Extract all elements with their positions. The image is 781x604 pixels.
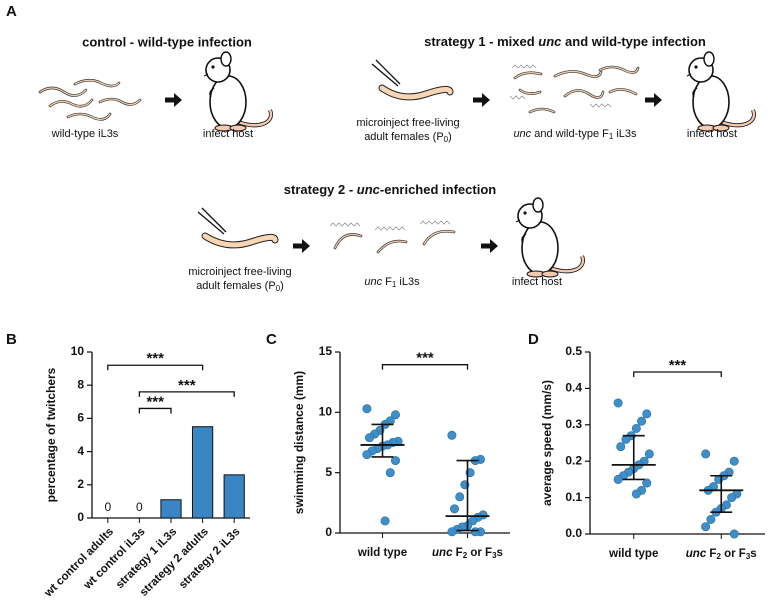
y-tick-label: 6 — [77, 411, 84, 425]
data-point — [380, 516, 390, 526]
y-tick-label: 4 — [77, 444, 84, 458]
significance-bracket — [138, 391, 235, 397]
step-label: adult females (P0) — [364, 131, 452, 144]
y-tick-label: 0.3 — [565, 417, 582, 431]
data-point — [706, 514, 716, 524]
y-tick-label: 0.5 — [565, 344, 582, 358]
y-axis-label: percentage of twitchers — [44, 367, 58, 502]
bar — [191, 426, 214, 519]
data-point — [727, 493, 737, 503]
arrow — [473, 93, 490, 107]
step-label: unc F1 iL3s — [364, 276, 420, 289]
y-tick-label: 2 — [77, 477, 84, 491]
step-label: microinject free-living — [356, 117, 459, 129]
section-title: control - wild-type infection — [82, 34, 252, 49]
y-tick-label: 0 — [325, 525, 332, 539]
step-label: adult females (P0) — [196, 280, 284, 293]
value-label: 0 — [136, 500, 143, 514]
data-point — [613, 474, 623, 484]
host-icon — [685, 50, 756, 133]
significance-label: *** — [146, 350, 164, 367]
data-point — [616, 442, 626, 452]
larvae-icon — [329, 220, 456, 254]
y-axis-label: swimming distance (mm) — [292, 371, 306, 514]
step-label: wild-type iL3s — [51, 128, 119, 140]
step-label: infect host — [512, 276, 562, 288]
bar — [223, 474, 245, 519]
data-point — [644, 449, 654, 459]
y-tick-label: 5 — [325, 465, 332, 479]
step-label: unc and wild-type F1 iL3s — [513, 128, 637, 141]
data-point — [385, 468, 395, 478]
significance-bracket — [381, 364, 469, 370]
section-title: strategy 2 - unc-enriched infection — [284, 182, 496, 197]
y-tick-label: 10 — [71, 344, 85, 358]
data-point — [637, 416, 647, 426]
panel-label: C — [266, 331, 277, 348]
panel-label: A — [6, 3, 17, 20]
data-point — [390, 456, 400, 466]
data-point — [729, 456, 739, 466]
data-point — [470, 527, 480, 537]
y-tick-label: 10 — [319, 405, 333, 419]
data-point — [362, 450, 372, 460]
significance-label: *** — [146, 393, 164, 410]
host-icon — [514, 196, 585, 279]
data-point — [613, 398, 623, 408]
data-point — [390, 410, 400, 420]
x-tick-label: wild type — [608, 548, 658, 560]
y-axis-label: average speed (mm/s) — [540, 380, 554, 506]
significance-bracket — [138, 407, 172, 414]
arrow — [645, 93, 662, 107]
panel-label: B — [6, 331, 17, 348]
arrow — [293, 239, 310, 253]
microinjection-icon — [371, 59, 454, 101]
data-point — [364, 433, 374, 443]
y-tick-label: 8 — [77, 377, 84, 391]
section-title: strategy 1 - mixed unc and wild-type inf… — [424, 34, 706, 49]
microinjection-icon — [197, 207, 279, 249]
panel-label: D — [528, 331, 539, 348]
significance-bracket — [107, 364, 204, 371]
y-tick-label: 0.0 — [565, 526, 582, 540]
significance-bracket — [633, 371, 722, 378]
bar — [160, 499, 182, 519]
x-tick-label: unc F2 or F3s — [686, 548, 757, 561]
y-tick-label: 0.4 — [565, 381, 582, 395]
larvae-icon — [509, 64, 640, 114]
data-point — [701, 522, 711, 532]
step-label: microinject free-living — [188, 266, 291, 278]
data-point — [455, 492, 465, 502]
x-tick-label: strategy 2 iL3s — [177, 526, 242, 591]
data-point — [362, 404, 372, 414]
data-point — [642, 409, 652, 419]
significance-label: *** — [178, 377, 196, 394]
x-tick-label: unc F2 or F3s — [432, 547, 503, 560]
arrow — [165, 93, 182, 107]
data-point — [642, 478, 652, 488]
y-tick-label: 15 — [319, 344, 333, 358]
step-label: infect host — [203, 128, 253, 140]
significance-label: *** — [416, 350, 434, 367]
value-label: 0 — [104, 500, 111, 514]
larvae-icon — [38, 78, 142, 121]
x-tick-label: wild type — [357, 547, 407, 559]
data-point — [447, 430, 457, 440]
data-point — [447, 527, 457, 537]
data-point — [701, 449, 711, 459]
host-icon — [202, 50, 273, 133]
arrow — [481, 239, 498, 253]
data-point — [449, 504, 459, 514]
y-tick-label: 0.1 — [565, 490, 582, 504]
data-point — [631, 489, 641, 499]
data-point — [729, 529, 739, 539]
y-tick-label: 0 — [77, 510, 84, 524]
data-point — [631, 423, 641, 433]
step-label: infect host — [687, 128, 737, 140]
significance-label: *** — [669, 357, 687, 374]
y-tick-label: 0.2 — [565, 453, 582, 467]
